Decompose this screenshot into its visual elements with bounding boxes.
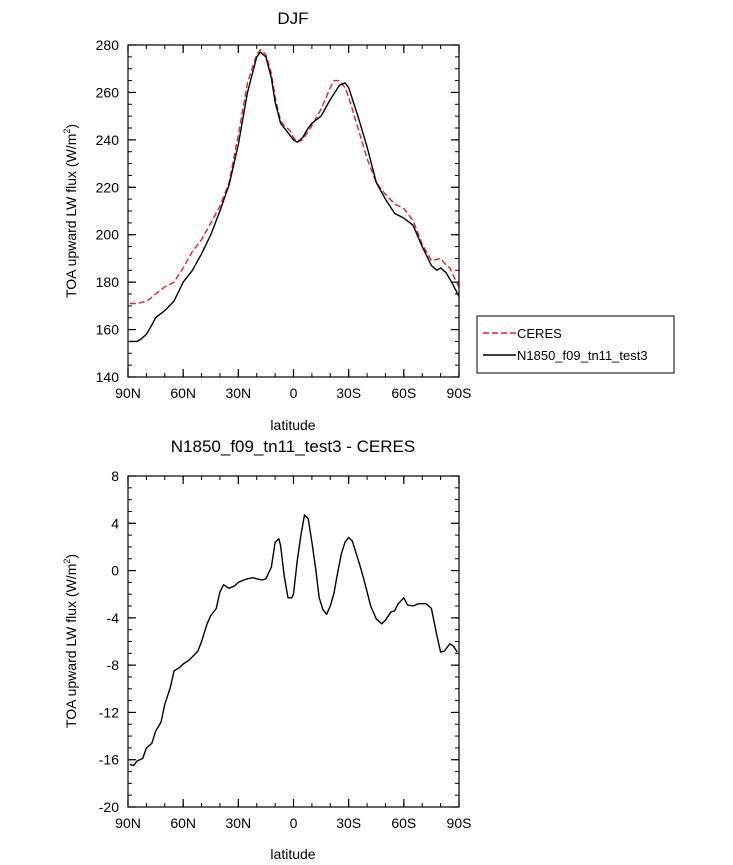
x-tick-label: 60N: [170, 815, 196, 831]
plot-area: 90N 60N 30N 0 30S 60S 90S 140 160 180 200 220 240 260…: [96, 37, 472, 401]
chart-title: N1850_f09_tn11_test3 - CERES: [171, 437, 415, 456]
x-tick-label: 30S: [336, 815, 361, 831]
x-tick-label: 90N: [115, 815, 141, 831]
x-tick-label: 90N: [115, 385, 141, 401]
x-tick-label: 30S: [336, 385, 361, 401]
y-tick-label: 180: [96, 274, 120, 290]
x-tick-label: 60S: [391, 815, 416, 831]
legend-box: [476, 315, 675, 374]
y-tick-label: -16: [99, 752, 119, 768]
legend-label-model: N1850_f09_tn11_test3: [517, 348, 648, 363]
x-axis-label: latitude: [270, 846, 315, 862]
chart-title: DJF: [277, 9, 308, 28]
plot-area: 90N 60N 30N 0 30S 60S 90S -20 -16 -12 -8 -4 0 4 8: [99, 468, 472, 831]
series-line-n1850-f09-tn11-test3-ceres: [129, 514, 458, 767]
y-tick-label: -12: [99, 704, 119, 720]
y-axis-label: TOA upward LW flux (W/m2): [62, 554, 79, 728]
legend: CERES N1850_f09_tn11_test3: [476, 315, 675, 374]
plot-frame: [127, 44, 460, 378]
x-tick-label: 30N: [225, 385, 251, 401]
series-line-ceres: [129, 49, 460, 305]
x-axis-label: latitude: [270, 417, 315, 433]
y-axis-label: TOA upward LW flux (W/m2): [62, 124, 79, 298]
x-tick-label: 60N: [170, 385, 196, 401]
y-tick-label: 8: [111, 468, 119, 484]
x-tick-label: 30N: [225, 815, 251, 831]
y-tick-label: 200: [96, 227, 120, 243]
x-tick-label: 0: [290, 385, 298, 401]
zonal-mean-panel: DJF 90N 60N 30N 0 30S 60S 90S 140 160 180 200 220 24…: [62, 9, 675, 433]
y-tick-label: -8: [107, 657, 120, 673]
y-tick-label: 220: [96, 179, 120, 195]
x-tick-label: 90S: [447, 815, 472, 831]
x-tick-label: 60S: [391, 385, 416, 401]
y-tick-label: 260: [96, 84, 120, 100]
y-tick-label: 280: [96, 37, 120, 53]
plot-frame: [127, 475, 460, 808]
y-tick-label: -4: [107, 610, 120, 626]
series-line-n1850-f09-tn11-test3: [129, 51, 460, 343]
y-tick-label: 0: [111, 563, 119, 579]
difference-panel: N1850_f09_tn11_test3 - CERES 90N 60N 30N 0 3…: [62, 437, 471, 862]
x-tick-label: 90S: [447, 385, 472, 401]
y-tick-label: 160: [96, 322, 120, 338]
y-tick-label: -20: [99, 799, 119, 815]
y-tick-label: 4: [111, 515, 119, 531]
y-tick-label: 140: [96, 369, 120, 385]
y-tick-label: 240: [96, 132, 120, 148]
legend-label-ceres: CERES: [517, 326, 562, 341]
x-tick-label: 0: [290, 815, 298, 831]
